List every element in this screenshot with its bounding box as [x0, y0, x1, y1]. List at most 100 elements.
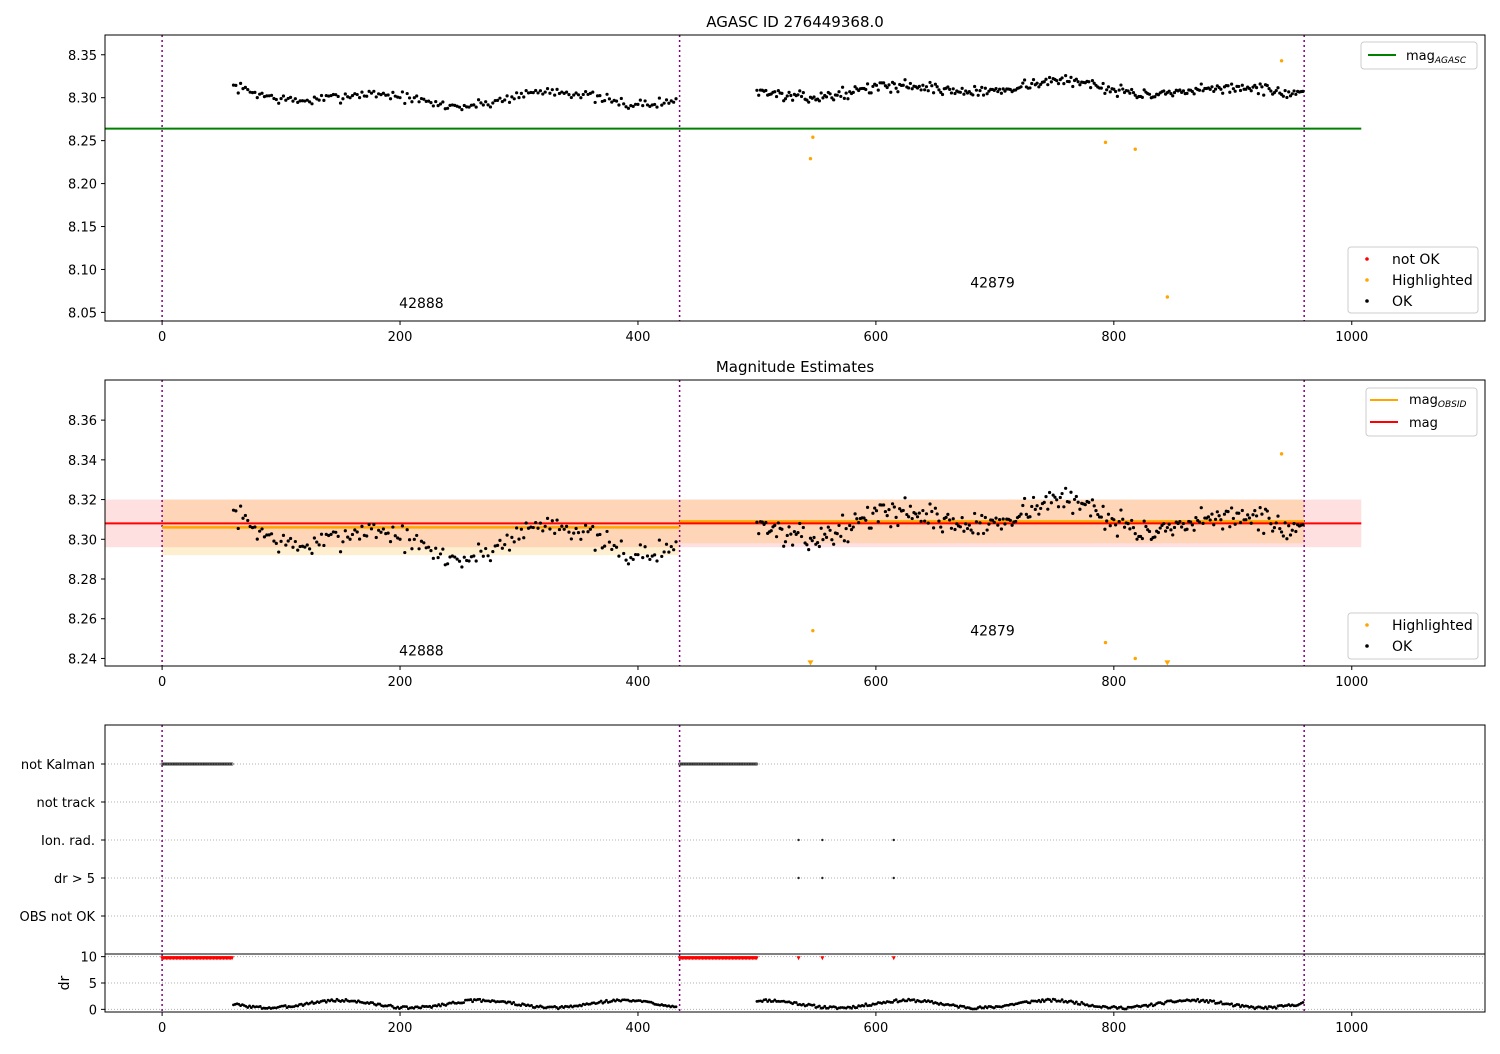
ok-point — [889, 90, 893, 94]
ok-point — [405, 91, 409, 96]
ok-point — [1283, 521, 1287, 525]
flag-point — [702, 762, 706, 766]
ok-point — [267, 533, 271, 537]
ok-point — [848, 523, 852, 528]
ok-point — [842, 96, 846, 100]
ok-point — [1285, 537, 1289, 541]
ok-point — [407, 96, 412, 100]
flag-point — [190, 762, 194, 766]
ok-point — [236, 91, 240, 95]
ok-point — [243, 85, 247, 89]
flag-point — [177, 762, 181, 766]
ok-point — [614, 99, 619, 103]
ok-point — [785, 94, 789, 98]
ok-point — [903, 78, 907, 82]
ok-point — [990, 518, 995, 522]
ok-point — [1049, 501, 1053, 505]
ok-point — [787, 90, 791, 94]
ok-point — [885, 514, 889, 518]
flag-row-label: not Kalman — [21, 758, 95, 773]
ok-point — [386, 531, 390, 535]
ok-point — [588, 527, 592, 531]
ok-point — [976, 93, 980, 97]
ok-point — [367, 522, 371, 527]
dr-point — [324, 1000, 328, 1004]
ok-point — [798, 521, 802, 526]
ok-point — [510, 535, 514, 539]
ok-point — [572, 93, 576, 97]
ok-point — [981, 93, 986, 97]
flag-point — [169, 762, 173, 766]
ok-point — [388, 540, 393, 544]
ok-point — [1122, 525, 1127, 529]
ok-point — [1221, 91, 1225, 95]
ok-point — [1090, 79, 1095, 83]
y-tick-label: 8.35 — [68, 49, 97, 64]
ok-point — [1301, 523, 1305, 527]
dr-point — [850, 1006, 853, 1010]
ok-point — [524, 89, 528, 93]
ok-point — [360, 90, 364, 94]
ok-point — [889, 525, 893, 529]
ok-point — [865, 82, 870, 86]
ok-point — [498, 96, 502, 100]
ok-point — [555, 518, 559, 522]
ok-point — [1190, 523, 1194, 527]
ok-point — [1035, 504, 1039, 508]
ok-point — [545, 516, 550, 520]
ok-point — [921, 83, 925, 87]
legend-marker-ok — [1365, 299, 1369, 303]
ok-point — [510, 95, 514, 99]
ok-point — [1023, 496, 1027, 501]
dr-point — [605, 998, 608, 1002]
ok-point — [1030, 81, 1034, 86]
ok-point — [491, 549, 495, 554]
ok-point — [1135, 537, 1139, 541]
ok-point — [672, 100, 676, 104]
ok-point — [562, 91, 566, 95]
dr-point — [258, 1005, 262, 1008]
ok-point — [441, 547, 445, 551]
ok-point — [1062, 505, 1066, 509]
x-tick-label: 1000 — [1335, 330, 1368, 345]
ok-point — [441, 100, 445, 104]
y-tick-label: 8.25 — [68, 135, 97, 150]
ok-point — [455, 557, 459, 561]
ok-point — [315, 97, 319, 101]
ok-point — [987, 522, 991, 526]
flag-point — [720, 762, 724, 766]
ok-point — [617, 554, 621, 558]
ok-point — [1078, 83, 1082, 87]
ok-point — [962, 529, 966, 533]
ok-point — [1258, 82, 1262, 86]
ok-point — [388, 97, 393, 101]
ok-point — [324, 93, 328, 98]
ok-point — [1163, 529, 1168, 533]
ok-point — [412, 537, 416, 541]
ok-point — [1226, 84, 1230, 88]
ok-point — [782, 544, 786, 548]
ok-point — [641, 555, 645, 560]
ok-point — [598, 94, 602, 98]
flag-point — [708, 762, 712, 766]
ok-point — [1112, 87, 1116, 91]
flags-panel: not Kalman not track Ion. rad. dr > 5 OBS no… — [20, 724, 1486, 955]
ok-point — [622, 102, 626, 106]
ok-point — [486, 554, 490, 558]
ok-point — [773, 90, 777, 94]
ok-point — [374, 535, 378, 540]
flag-row-label: dr > 5 — [54, 872, 95, 887]
flag-point — [162, 762, 166, 766]
ok-point — [1222, 512, 1227, 516]
ok-point — [812, 95, 816, 99]
ok-point — [319, 93, 324, 98]
dr-point — [1201, 998, 1205, 1002]
ok-point — [1131, 91, 1136, 95]
x-tick-label: 400 — [626, 675, 651, 690]
ok-point — [653, 102, 657, 107]
ok-point — [846, 97, 850, 101]
ok-point — [973, 511, 977, 516]
ok-point — [288, 536, 293, 541]
ok-point — [1212, 89, 1216, 94]
